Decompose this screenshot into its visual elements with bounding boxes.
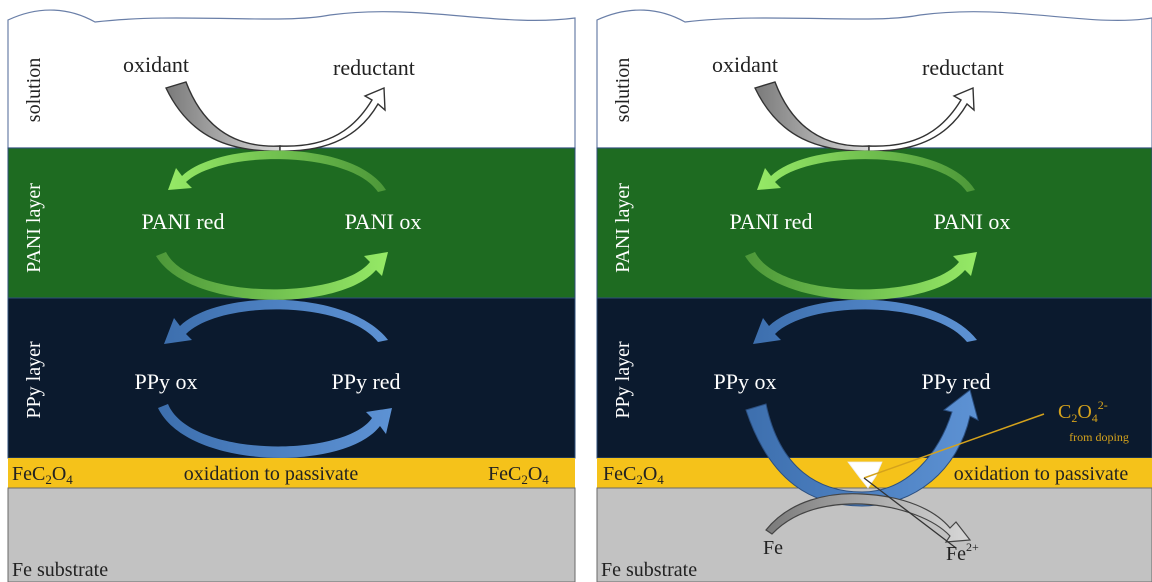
pani-bottom-arrow [156, 252, 388, 300]
ppy-ox-label: PPy ox [135, 369, 198, 394]
pani-ox-label: PANI ox [345, 209, 422, 234]
ppy-layer [596, 297, 1152, 459]
ppy-ox-label: PPy ox [714, 369, 777, 394]
pani-red-label: PANI red [142, 209, 225, 234]
oxidant-label: oxidant [123, 52, 189, 77]
pani-bottom-arrow [745, 252, 977, 300]
passivate-label: oxidation to passivate [954, 463, 1129, 485]
pani-red-label: PANI red [730, 209, 813, 234]
solution-label: solution [23, 58, 45, 122]
solution-region [596, 9, 1152, 149]
reductant-label: reductant [333, 55, 415, 80]
ppy-layer [7, 297, 576, 459]
pani-layer-label: PANI layer [612, 183, 634, 273]
substrate-label: Fe substrate [601, 559, 697, 581]
fec2o4-left-label: FeC2O4 [603, 463, 664, 487]
reductant-label: reductant [922, 55, 1004, 80]
ppy-bottom-arrow [158, 404, 392, 458]
left-panel: solution PANI layer PPy layer Fe substra… [7, 9, 576, 582]
pani-layer [596, 147, 1152, 299]
ppy-layer-label: PPy layer [612, 341, 634, 419]
fec2o4-layer [8, 458, 575, 488]
reductant-arrow [279, 86, 386, 152]
fec2o4-right-label: FeC2O4 [488, 463, 549, 487]
substrate-layer [7, 487, 576, 582]
pani-top-arrow [757, 150, 975, 192]
fe2-pointer-line [863, 477, 957, 549]
ppy-red-label: PPy red [331, 369, 400, 394]
solution-label: solution [612, 58, 634, 122]
oxidant-label: oxidant [712, 52, 778, 77]
reductant-arrow [868, 86, 975, 152]
ppy-layer-label: PPy layer [23, 341, 45, 419]
fec2o4-left-label: FeC2O4 [12, 463, 73, 487]
fe-label: Fe [763, 537, 783, 559]
right-panel: solution PANI layer PPy layer Fe substra… [596, 9, 1152, 582]
from-doping-label: from doping [1069, 430, 1129, 444]
c2o4-pointer-line [863, 413, 1045, 479]
pani-layer [7, 147, 576, 299]
solution-region [7, 9, 576, 149]
fe-oxidation-arrow [765, 493, 972, 543]
ppy-red-label: PPy red [921, 369, 990, 394]
substrate-label: Fe substrate [12, 559, 108, 581]
pani-layer-label: PANI layer [23, 183, 45, 273]
pani-ox-label: PANI ox [934, 209, 1011, 234]
ppy-top-arrow [753, 299, 977, 344]
pit-defect [847, 461, 883, 489]
pani-top-arrow [168, 150, 386, 192]
ppy-deep-arrow [745, 389, 979, 507]
passivate-label: oxidation to passivate [184, 463, 359, 485]
ppy-top-arrow [164, 299, 388, 344]
